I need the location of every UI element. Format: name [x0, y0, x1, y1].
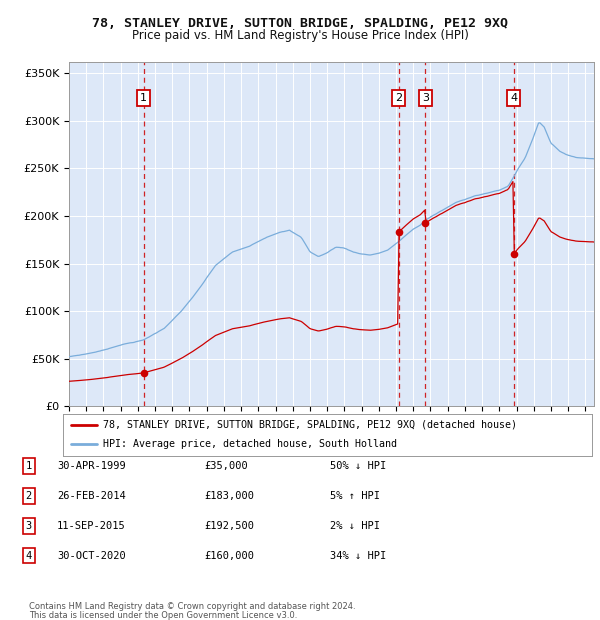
Text: 26-FEB-2014: 26-FEB-2014	[57, 491, 126, 501]
Text: 30-OCT-2020: 30-OCT-2020	[57, 551, 126, 560]
Text: This data is licensed under the Open Government Licence v3.0.: This data is licensed under the Open Gov…	[29, 611, 297, 619]
Text: Contains HM Land Registry data © Crown copyright and database right 2024.: Contains HM Land Registry data © Crown c…	[29, 602, 355, 611]
Text: 78, STANLEY DRIVE, SUTTON BRIDGE, SPALDING, PE12 9XQ (detached house): 78, STANLEY DRIVE, SUTTON BRIDGE, SPALDI…	[103, 420, 517, 430]
Text: £192,500: £192,500	[204, 521, 254, 531]
Text: £183,000: £183,000	[204, 491, 254, 501]
Text: 30-APR-1999: 30-APR-1999	[57, 461, 126, 471]
Text: 78, STANLEY DRIVE, SUTTON BRIDGE, SPALDING, PE12 9XQ: 78, STANLEY DRIVE, SUTTON BRIDGE, SPALDI…	[92, 17, 508, 30]
Text: 34% ↓ HPI: 34% ↓ HPI	[330, 551, 386, 560]
Text: 2: 2	[395, 93, 402, 103]
Text: £35,000: £35,000	[204, 461, 248, 471]
Text: 2% ↓ HPI: 2% ↓ HPI	[330, 521, 380, 531]
Text: HPI: Average price, detached house, South Holland: HPI: Average price, detached house, Sout…	[103, 440, 397, 450]
Text: 4: 4	[510, 93, 517, 103]
Text: 4: 4	[26, 551, 32, 560]
Text: £160,000: £160,000	[204, 551, 254, 560]
Text: 50% ↓ HPI: 50% ↓ HPI	[330, 461, 386, 471]
Text: 2: 2	[26, 491, 32, 501]
Text: 5% ↑ HPI: 5% ↑ HPI	[330, 491, 380, 501]
Text: Price paid vs. HM Land Registry's House Price Index (HPI): Price paid vs. HM Land Registry's House …	[131, 30, 469, 42]
Text: 1: 1	[26, 461, 32, 471]
Text: 1: 1	[140, 93, 147, 103]
Text: 11-SEP-2015: 11-SEP-2015	[57, 521, 126, 531]
Text: 3: 3	[422, 93, 429, 103]
Text: 3: 3	[26, 521, 32, 531]
